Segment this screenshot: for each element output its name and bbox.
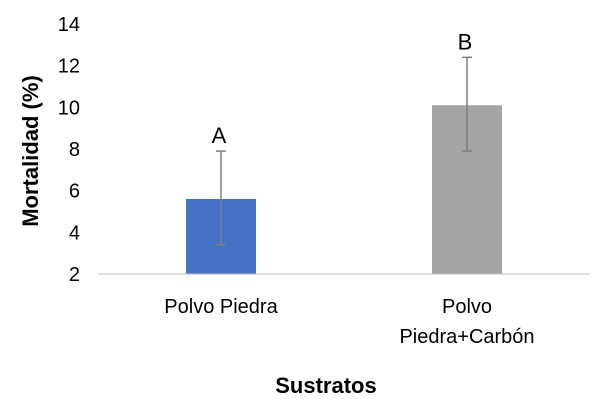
y-tick-label: 8 bbox=[69, 139, 80, 161]
y-tick-label: 4 bbox=[69, 222, 80, 244]
x-category-label: Polvo Piedra+Carbón bbox=[399, 296, 534, 348]
error-bar bbox=[462, 56, 472, 152]
y-tick-label: 6 bbox=[69, 181, 80, 203]
significance-labels: AB bbox=[212, 29, 473, 148]
significance-label: B bbox=[458, 29, 473, 54]
bars bbox=[186, 105, 502, 274]
y-tick-label: 12 bbox=[58, 56, 80, 78]
x-axis-title: Sustratos bbox=[275, 373, 376, 398]
y-tick-label: 2 bbox=[69, 264, 80, 286]
error-bars bbox=[216, 56, 472, 246]
significance-label: A bbox=[212, 123, 227, 148]
y-tick-label: 14 bbox=[58, 14, 80, 36]
y-axis-ticks: 2 4 6 8 10 12 14 bbox=[58, 14, 80, 286]
y-tick-label: 10 bbox=[58, 97, 80, 119]
y-axis-title: Mortalidad (%) bbox=[18, 75, 43, 227]
x-category-label-line: Piedra+Carbón bbox=[399, 326, 534, 348]
error-bar bbox=[216, 150, 226, 246]
x-category-label: Polvo Piedra bbox=[164, 296, 278, 318]
x-category-label-line: Polvo Piedra bbox=[164, 296, 278, 318]
x-category-label-line: Polvo bbox=[442, 296, 492, 318]
x-axis-category-labels: Polvo Piedra Polvo Piedra+Carbón bbox=[164, 296, 534, 348]
